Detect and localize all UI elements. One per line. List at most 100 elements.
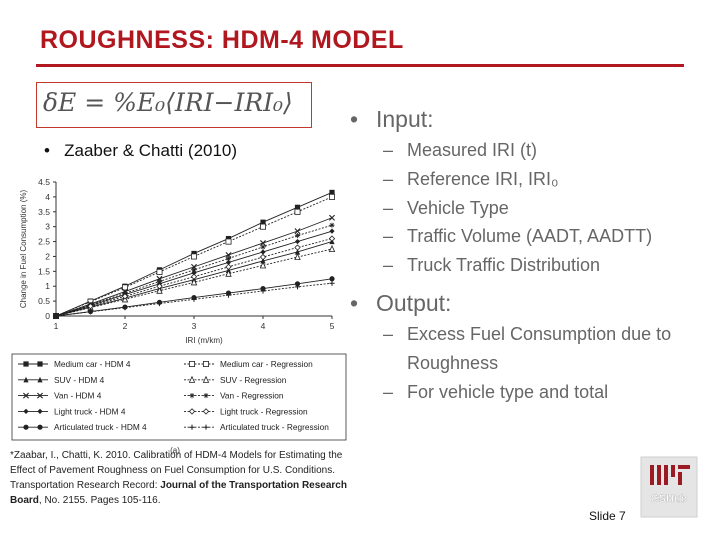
data-point <box>122 284 129 291</box>
input-list: – Measured IRI (t) – Reference IRI, IRI₀ –… <box>350 136 715 280</box>
legend-label: Light truck - Regression <box>220 406 308 416</box>
fuel-consumption-chart: 0 0.5 1 1.5 2 2.5 3 3.5 4 4.5 1 2 3 4 5 IRI (m/km) Chang… <box>10 170 350 461</box>
footnote-journal: Journal of the Transportation Research B… <box>10 480 347 506</box>
footnote-text: *Zaabar, I., Chatti, K. 2010. Calibratio… <box>10 450 343 491</box>
data-point <box>294 252 301 261</box>
legend-marker <box>23 361 29 367</box>
input-item-text: Truck Traffic Distribution <box>407 255 601 276</box>
legend-label: Van - HDM 4 <box>54 391 102 401</box>
data-point <box>328 235 336 242</box>
legend-marker <box>203 424 209 430</box>
formula-box: δE = %E₀⟨IRI−IRI₀⟩ <box>36 82 312 128</box>
data-point <box>329 222 335 228</box>
y-tick-label: 0.5 <box>38 296 50 306</box>
data-point <box>87 309 94 315</box>
legend-label: Medium car - Regression <box>220 359 313 369</box>
x-tick-label: 5 <box>330 321 335 331</box>
data-point <box>294 281 301 287</box>
legend-marker <box>23 376 29 383</box>
legend-label: Light truck - HDM 4 <box>54 406 126 416</box>
series-group <box>52 235 336 320</box>
data-point <box>190 278 198 286</box>
data-point <box>294 233 301 239</box>
y-tick-label: 1 <box>45 281 50 291</box>
legend-entry: Medium car - Regression <box>184 359 313 369</box>
legend-entry: Light truck - Regression <box>184 406 308 416</box>
series-group <box>53 280 335 319</box>
data-point <box>329 214 335 221</box>
legend-marker <box>189 424 195 430</box>
data-point <box>260 219 266 225</box>
data-point <box>329 228 335 234</box>
legend-marker <box>23 424 29 430</box>
legend-label: Van - Regression <box>220 391 284 401</box>
data-point <box>329 280 335 286</box>
data-point <box>294 208 301 215</box>
input-item: – Reference IRI, IRI₀ <box>383 168 559 189</box>
input-item-text: Measured IRI (t) <box>407 140 538 160</box>
data-point <box>260 288 266 294</box>
data-point <box>190 253 197 260</box>
chart-caption: (a) <box>170 446 180 455</box>
legend-marker <box>202 360 209 367</box>
input-item-text: Traffic Volume (AADT, AADTT) <box>407 226 653 247</box>
legend-marker <box>189 393 195 399</box>
output-heading-row: • Output: <box>350 289 452 316</box>
data-point <box>259 253 267 261</box>
input-item: – Traffic Volume (AADT, AADTT) <box>383 226 653 247</box>
data-point <box>121 293 129 300</box>
series-line <box>55 282 333 317</box>
citation-text: Zaaber & Chatti (2010) <box>64 141 238 160</box>
slide-number: Slide 7 <box>589 509 626 523</box>
y-tick-label: 3 <box>45 222 50 232</box>
data-point <box>225 292 232 298</box>
output-list: – Excess Fuel Consumption due to Roughnes… <box>350 320 715 406</box>
series-group <box>53 214 335 319</box>
data-point <box>294 248 301 255</box>
y-tick-label: 1.5 <box>38 266 50 276</box>
footnote-tail: , No. 2155. Pages 105-116. <box>38 495 161 506</box>
right-column: • Input: – Measured IRI (t) – Reference IRI… <box>350 104 715 410</box>
data-point <box>225 255 232 262</box>
data-point <box>329 276 335 282</box>
legend-entry: SUV - Regression <box>184 375 287 385</box>
legend-entry: SUV - HDM 4 <box>18 375 105 385</box>
legend-entry: Articulated truck - HDM 4 <box>18 422 147 432</box>
data-point <box>225 238 232 245</box>
legend-entry: Medium car - HDM 4 <box>18 359 131 369</box>
data-point <box>259 223 266 230</box>
data-point <box>294 228 301 235</box>
output-item-text: For vehicle type and total <box>407 381 609 402</box>
slide-title: ROUGHNESS: HDM-4 MODEL <box>40 26 404 54</box>
data-point <box>191 267 197 273</box>
y-tick-label: 4.5 <box>38 177 50 187</box>
legend-marker <box>202 375 210 383</box>
y-tick-label: 3.5 <box>38 207 50 217</box>
data-point <box>259 261 267 269</box>
legend-box <box>11 353 347 441</box>
legend-marker <box>37 361 43 367</box>
output-item-text: Excess Fuel Consumption due to Roughness <box>407 323 672 373</box>
legend-label: Articulated truck - Regression <box>220 422 329 432</box>
data-point <box>328 193 335 200</box>
legend-label: Articulated truck - HDM 4 <box>54 422 147 432</box>
input-item: – Truck Traffic Distribution <box>383 255 601 276</box>
series-line <box>55 248 333 317</box>
legend-label: Medium car - HDM 4 <box>54 359 131 369</box>
data-point <box>329 189 335 196</box>
data-point <box>225 263 232 271</box>
y-tick-label: 2.5 <box>38 237 50 247</box>
data-point <box>156 300 163 307</box>
legend-marker <box>188 375 196 383</box>
title-underline <box>36 64 684 67</box>
data-point <box>156 275 163 282</box>
input-item: – Vehicle Type <box>383 197 509 218</box>
data-point <box>156 268 163 275</box>
y-tick-label: 0 <box>45 311 50 321</box>
series-line <box>55 224 333 317</box>
y-axis-label: Change in Fuel Consumption (%) <box>19 190 28 309</box>
input-heading-row: • Input: <box>350 106 434 132</box>
legend-marker <box>37 392 43 399</box>
data-point <box>328 244 336 252</box>
data-point <box>156 286 163 294</box>
